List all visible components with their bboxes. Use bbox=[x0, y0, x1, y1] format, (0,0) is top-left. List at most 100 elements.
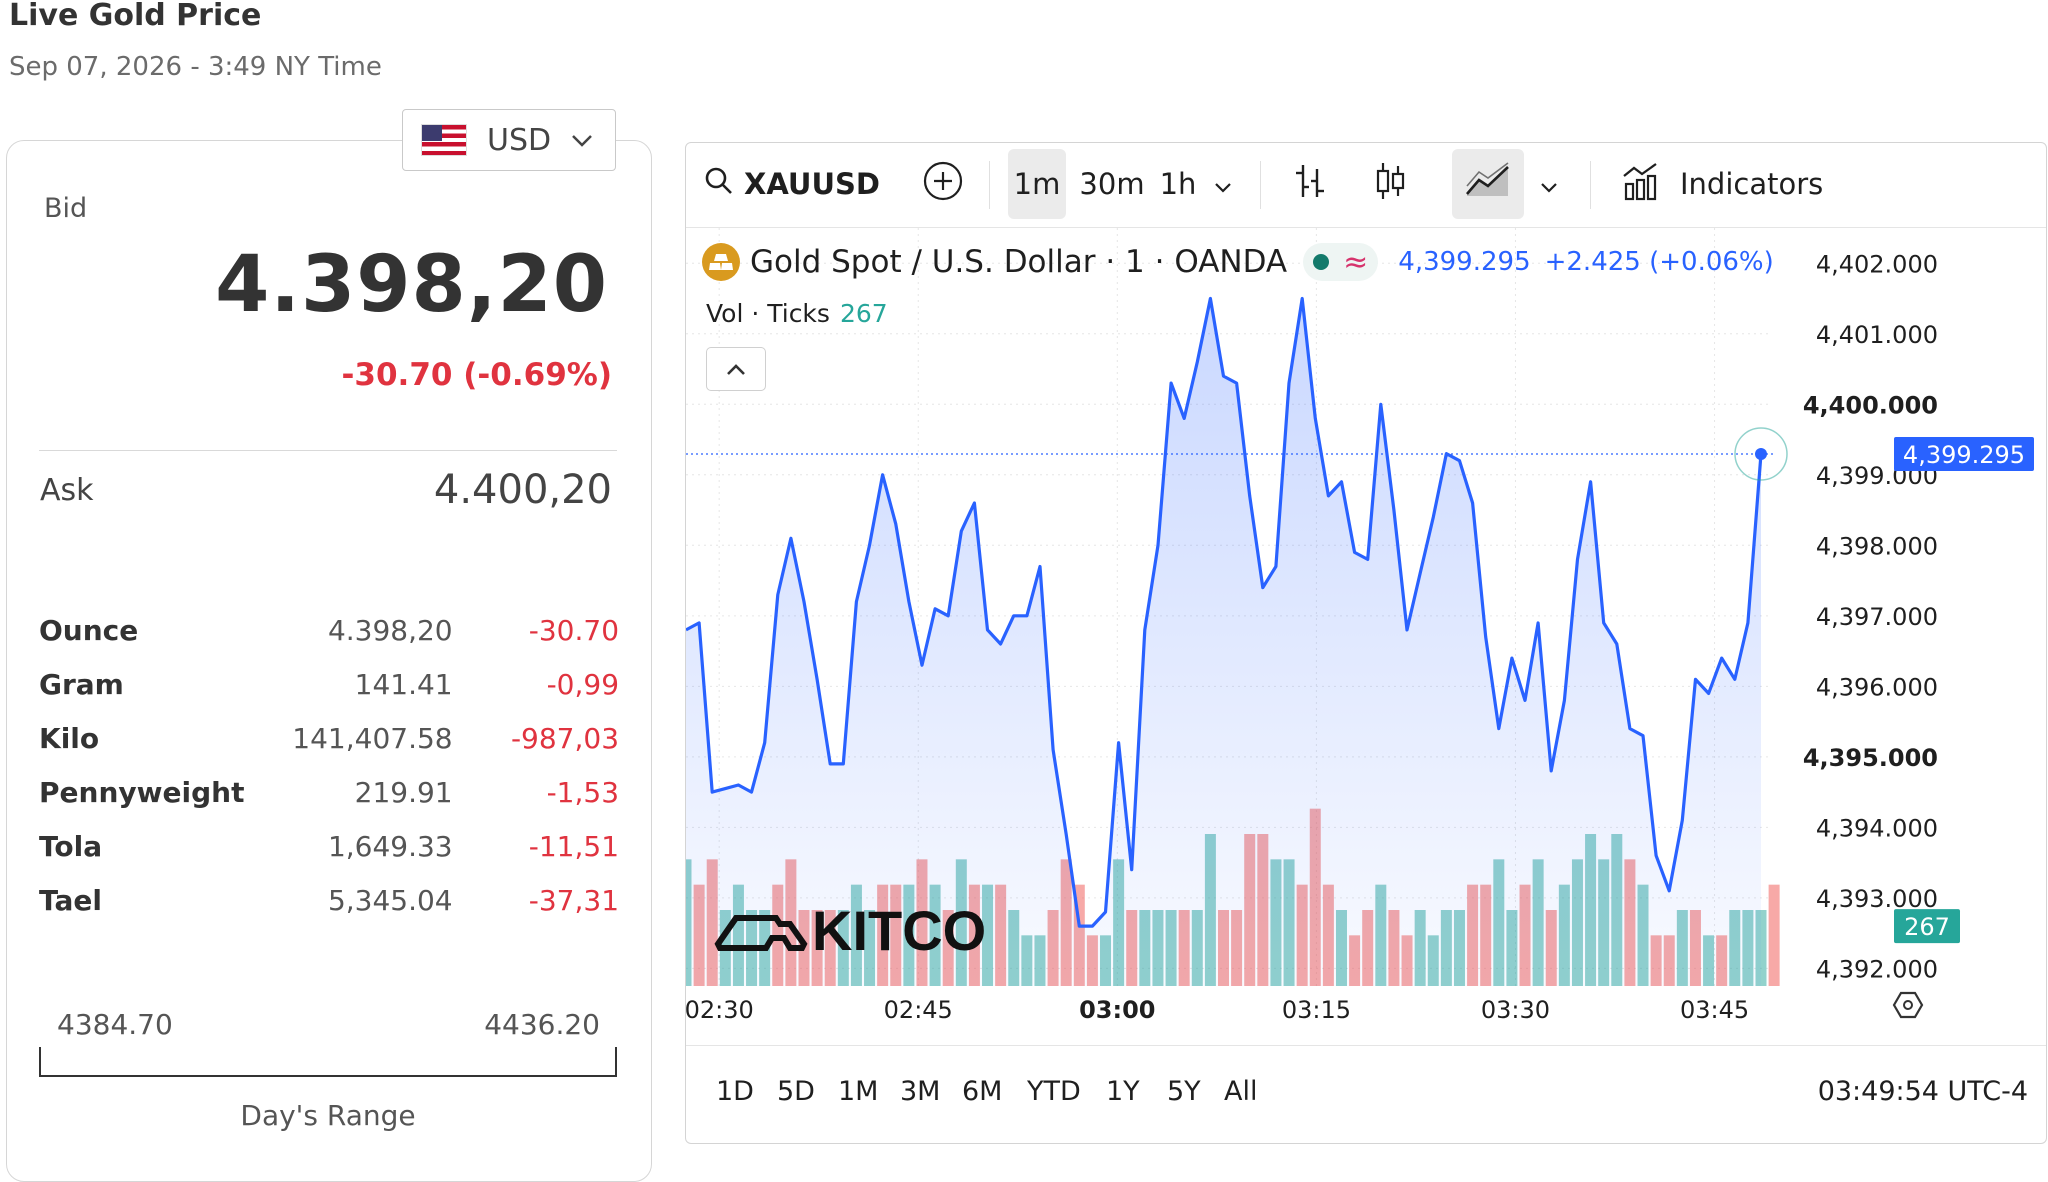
indicators-icon bbox=[1620, 160, 1662, 209]
currency-select[interactable]: USD bbox=[402, 109, 616, 171]
range-5d[interactable]: 5D bbox=[777, 1076, 815, 1107]
us-flag-icon bbox=[421, 124, 467, 156]
unit-change: -37,31 bbox=[528, 883, 620, 917]
range-5y[interactable]: 5Y bbox=[1167, 1076, 1201, 1107]
y-tick-label: 4,398.000 bbox=[1816, 532, 1938, 560]
chart-widget: XAUUSD 1m 30m 1h bbox=[685, 142, 2047, 1144]
chevron-up-icon bbox=[726, 357, 746, 382]
symbol-description[interactable]: Gold Spot / U.S. Dollar · 1 · OANDA bbox=[750, 244, 1288, 280]
interval-dropdown[interactable] bbox=[1206, 149, 1240, 219]
price-area bbox=[686, 298, 1761, 986]
unit-value: 5,345.04 bbox=[327, 883, 453, 917]
y-tick-label: 4,401.000 bbox=[1816, 321, 1938, 349]
chart-type-dropdown[interactable] bbox=[1532, 149, 1566, 219]
x-tick-label: 03:15 bbox=[1282, 996, 1351, 1024]
unit-row: Ounce 4.398,20 -30.70 bbox=[39, 603, 619, 657]
unit-value: 141.41 bbox=[354, 667, 453, 701]
area-chart-type-button[interactable] bbox=[1452, 149, 1524, 219]
compare-symbol-button[interactable] bbox=[918, 149, 968, 219]
y-tick-label: 4,394.000 bbox=[1816, 814, 1938, 842]
toolbar-separator bbox=[1260, 161, 1261, 209]
x-tick-label: 02:45 bbox=[884, 996, 953, 1024]
kitco-logo-icon bbox=[714, 915, 808, 951]
day-range-bar bbox=[39, 1047, 617, 1077]
indicators-label: Indicators bbox=[1680, 167, 1824, 201]
plus-circle-icon bbox=[922, 160, 964, 209]
y-tick-label: 4,392.000 bbox=[1816, 955, 1938, 983]
price-line bbox=[686, 296, 1763, 928]
market-status-badge[interactable]: ≈ bbox=[1303, 243, 1379, 281]
bid-value: 4.398,20 bbox=[215, 240, 608, 330]
range-1m[interactable]: 1M bbox=[838, 1076, 879, 1107]
candles-chart-type-button[interactable] bbox=[1362, 149, 1418, 219]
last-price-tag bbox=[1894, 436, 2034, 471]
unit-row: Pennyweight 219.91 -1,53 bbox=[39, 765, 619, 819]
unit-change: -987,03 bbox=[510, 721, 620, 755]
unit-change: -1,53 bbox=[546, 775, 620, 809]
range-3m[interactable]: 3M bbox=[900, 1076, 941, 1107]
unit-change: -11,51 bbox=[528, 829, 620, 863]
last-point-halo bbox=[1734, 427, 1788, 481]
timestamp: Sep 07, 2026 - 3:49 NY Time bbox=[9, 52, 382, 82]
day-range-high: 4436.20 bbox=[484, 1008, 600, 1041]
y-tick-label: 4,402.000 bbox=[1816, 250, 1938, 278]
area-chart-icon bbox=[1464, 161, 1512, 207]
y-tick-label: 4,393.000 bbox=[1816, 885, 1938, 913]
volume-value: 267 bbox=[839, 299, 888, 328]
search-icon bbox=[704, 166, 734, 203]
x-tick-label: 03:45 bbox=[1680, 996, 1749, 1024]
volume-tag bbox=[1894, 909, 1960, 944]
range-ytd[interactable]: YTD bbox=[1027, 1076, 1081, 1107]
day-range-low: 4384.70 bbox=[57, 1008, 173, 1041]
kitco-watermark-text: KITCO bbox=[812, 899, 986, 962]
range-all[interactable]: All bbox=[1224, 1076, 1258, 1107]
x-tick-label: 02:30 bbox=[686, 996, 754, 1024]
gold-bars-icon bbox=[702, 243, 740, 281]
volume-tag-label: 267 bbox=[1904, 913, 1950, 941]
range-6m[interactable]: 6M bbox=[962, 1076, 1003, 1107]
unit-change: -0,99 bbox=[546, 667, 620, 701]
chevron-down-icon bbox=[571, 126, 593, 154]
unit-name: Tael bbox=[39, 883, 102, 917]
range-1d[interactable]: 1D bbox=[716, 1076, 754, 1107]
bar-chart-type-button[interactable] bbox=[1282, 149, 1338, 219]
interval-30m[interactable]: 30m bbox=[1079, 167, 1145, 201]
y-tick-label: 4,400.000 bbox=[1803, 391, 1938, 419]
chart-toolbar: XAUUSD 1m 30m 1h bbox=[686, 143, 2046, 228]
last-price-tag-label: 4,399.295 bbox=[1903, 441, 2025, 469]
collapse-legend-button[interactable] bbox=[706, 347, 766, 391]
y-tick-label: 4,395.000 bbox=[1803, 744, 1938, 772]
page-title: Live Gold Price bbox=[9, 0, 262, 33]
indicators-button[interactable]: Indicators bbox=[1620, 149, 1832, 219]
unit-name: Pennyweight bbox=[39, 775, 245, 809]
divider bbox=[39, 450, 617, 451]
unit-row: Gram 141.41 -0,99 bbox=[39, 657, 619, 711]
legend-price: 4,399.295 bbox=[1398, 247, 1531, 277]
delayed-data-icon: ≈ bbox=[1343, 244, 1369, 280]
unit-table: Ounce 4.398,20 -30.70 Gram 141.41 -0,99 … bbox=[39, 603, 619, 927]
kitco-watermark: KITCO bbox=[714, 899, 986, 962]
volume-legend: Vol · Ticks 267 bbox=[706, 299, 888, 328]
price-card bbox=[6, 140, 652, 1182]
ask-value: 4.400,20 bbox=[433, 467, 612, 513]
ohlc-bars-icon bbox=[1293, 161, 1327, 208]
chevron-down-icon bbox=[1540, 167, 1558, 201]
toolbar-separator bbox=[989, 161, 990, 209]
candlestick-icon bbox=[1373, 160, 1407, 209]
settings-icon[interactable] bbox=[1892, 991, 1924, 1019]
settings-icon-center bbox=[1903, 1000, 1913, 1010]
interval-1m[interactable]: 1m bbox=[1008, 149, 1066, 219]
currency-label: USD bbox=[487, 122, 552, 158]
price-chart[interactable]: KITCO 4,392.000 4,393.000 4,394.000 4,395.00… bbox=[686, 228, 2046, 1045]
range-1y[interactable]: 1Y bbox=[1106, 1076, 1140, 1107]
unit-row: Tael 5,345.04 -37,31 bbox=[39, 873, 619, 927]
unit-row: Tola 1,649.33 -11,51 bbox=[39, 819, 619, 873]
unit-row: Kilo 141,407.58 -987,03 bbox=[39, 711, 619, 765]
last-point-marker bbox=[1755, 447, 1767, 460]
chart-legend: Gold Spot / U.S. Dollar · 1 · OANDA ≈ 4,… bbox=[702, 243, 1774, 281]
toolbar-separator bbox=[1590, 161, 1591, 209]
interval-1h[interactable]: 1h bbox=[1159, 167, 1197, 201]
symbol-search[interactable]: XAUUSD bbox=[704, 149, 880, 219]
legend-change: +2.425 (+0.06%) bbox=[1544, 247, 1774, 277]
unit-name: Ounce bbox=[39, 613, 139, 647]
